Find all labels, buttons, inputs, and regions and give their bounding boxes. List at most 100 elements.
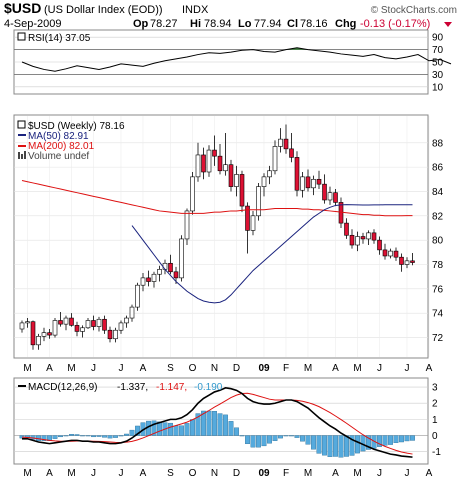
macd-histogram-bar	[261, 435, 267, 447]
candle-down	[371, 232, 377, 241]
candle-up	[36, 336, 41, 346]
candle-up	[355, 236, 360, 246]
price-x-tick-label: M	[304, 363, 312, 374]
price-legend-swatch	[17, 120, 26, 129]
macd-legend-value: -1.337,	[117, 382, 148, 393]
macd-histogram-bar	[377, 435, 382, 447]
candle-up	[388, 250, 393, 257]
exchange-label: INDX	[182, 4, 209, 16]
macd-x-tick-label: A	[46, 468, 53, 479]
price-x-tick-label: J	[119, 363, 124, 374]
macd-histogram-bar	[355, 435, 360, 454]
macd-histogram-bar	[349, 435, 355, 456]
macd-histogram-bar	[168, 422, 173, 436]
price-tick-label: 84	[432, 187, 444, 198]
candle-down	[58, 320, 63, 325]
candle-up	[41, 332, 47, 337]
price-x-tick-label: A	[46, 363, 53, 374]
candle-down	[69, 317, 74, 326]
volume-legend-icon	[18, 151, 26, 159]
macd-x-tick-label: M	[23, 468, 31, 479]
macd-histogram-bar	[228, 421, 234, 436]
candle-up	[267, 170, 272, 178]
macd-x-tick-label: M	[353, 468, 361, 479]
macd-histogram-bar	[245, 435, 250, 445]
brand-logo: © StockCharts.com	[371, 5, 457, 16]
candle-down	[289, 148, 294, 158]
candle-down	[349, 234, 355, 246]
candle-down	[333, 192, 338, 203]
candle-down	[322, 183, 327, 201]
macd-histogram-bar	[399, 435, 404, 443]
price-x-tick-label: M	[23, 363, 31, 374]
macd-histogram-bar	[58, 435, 63, 438]
candle-up	[223, 164, 228, 172]
candle-down	[168, 262, 173, 273]
macd-x-tick-label: M	[67, 468, 75, 479]
macd-histogram-bar	[333, 435, 338, 457]
candle-down	[107, 329, 113, 340]
candle-down	[74, 325, 80, 332]
rsi-legend: RSI(14) 37.05	[17, 32, 91, 44]
macd-histogram-bar	[311, 435, 316, 450]
macd-histogram-bar	[179, 425, 184, 436]
candle-up	[63, 317, 69, 325]
candle-down	[228, 164, 234, 187]
macd-histogram-bar	[316, 435, 322, 454]
price-x-tick-label: J	[405, 363, 410, 374]
candle-down	[239, 174, 245, 207]
macd-histogram-bar	[300, 435, 305, 442]
macd-x-tick-label: F	[283, 468, 289, 479]
price-x-tick-label: A	[140, 363, 147, 374]
ma200-line	[21, 180, 413, 217]
macd-histogram-bar	[388, 435, 393, 445]
macd-x-tick-label: A	[426, 468, 433, 479]
candle-up	[311, 178, 316, 189]
candle-up	[179, 238, 184, 279]
candle-up	[129, 306, 135, 319]
price-tick-label: 74	[432, 309, 444, 320]
candle-up	[124, 317, 129, 324]
candle-up	[80, 327, 85, 332]
close-value: 78.16	[300, 18, 328, 30]
candle-up	[25, 321, 30, 324]
ma50-line	[131, 204, 413, 304]
candle-down	[305, 176, 311, 189]
macd-histogram-bar	[212, 411, 217, 436]
macd-histogram-bar	[206, 410, 212, 436]
rsi-tick-label: 70	[432, 45, 444, 56]
candle-up	[96, 318, 102, 327]
candle-down	[294, 157, 300, 191]
macd-histogram-bar	[322, 435, 327, 456]
macd-histogram-bar	[410, 435, 415, 441]
price-tick-label: 82	[432, 211, 444, 222]
date-label: 4-Sep-2009	[4, 18, 62, 30]
candle-down	[201, 154, 206, 173]
macd-histogram-bar	[305, 435, 311, 445]
price-x-tick-label: J	[91, 363, 96, 374]
candle-up	[113, 329, 118, 340]
candle-down	[217, 155, 223, 172]
macd-histogram-bar	[239, 435, 245, 437]
candle-up	[135, 284, 140, 308]
macd-histogram-bar	[41, 435, 47, 441]
signal-legend-value: -1.147,	[156, 382, 187, 393]
candle-down	[91, 320, 96, 327]
low-label: Lo	[238, 18, 252, 30]
high-value: 78.94	[204, 18, 232, 30]
macd-histogram-bar	[195, 413, 201, 436]
macd-histogram-bar	[278, 435, 283, 439]
candle-down	[360, 236, 366, 240]
macd-histogram-bar	[393, 435, 399, 443]
price-tick-label: 76	[432, 284, 444, 295]
price-tick-label: 72	[432, 333, 444, 344]
macd-histogram-bar	[135, 425, 140, 436]
macd-histogram-bar	[382, 435, 388, 446]
macd-histogram-bar	[107, 435, 113, 439]
candle-down	[410, 260, 415, 263]
candle-up	[52, 320, 58, 336]
macd-histogram-bar	[69, 434, 74, 436]
rsi-tick-label: 10	[432, 82, 444, 93]
candle-up	[234, 174, 239, 187]
macd-histogram-bar	[223, 414, 228, 436]
